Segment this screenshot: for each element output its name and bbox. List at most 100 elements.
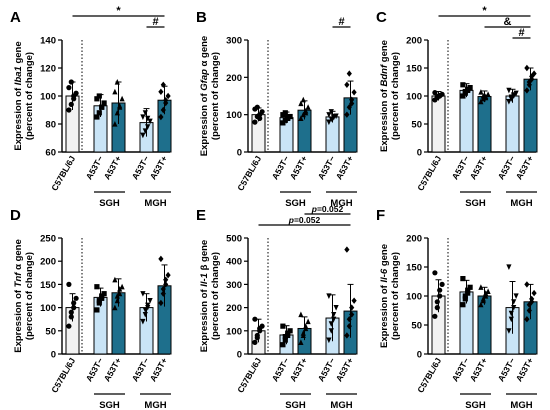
data-point (160, 290, 166, 297)
data-point (140, 132, 146, 139)
panel-letter: B (196, 9, 207, 26)
data-point (252, 339, 258, 345)
bar (431, 95, 446, 153)
y-axis-label-2: (percent of change) (390, 252, 401, 340)
data-point (282, 337, 288, 343)
group-label: SGH (99, 400, 120, 410)
y-axis-label-part: Gfap (199, 69, 210, 91)
significance-label: * (482, 5, 487, 17)
significance-label-value: =0.052 (317, 204, 344, 214)
panel-letter: D (10, 207, 21, 224)
data-point (460, 93, 466, 99)
data-point (478, 301, 484, 308)
data-point (437, 293, 443, 299)
panel-f: F 0 50 100 150 200 Expression of Il-6 gene (per… (376, 207, 538, 410)
data-point (142, 110, 148, 116)
y-axis-label-part: Expression of (379, 86, 390, 151)
data-point (145, 115, 151, 122)
x-tick-label: A53T+ (102, 154, 124, 181)
data-point (66, 107, 72, 113)
data-point (346, 316, 352, 323)
data-point (119, 283, 125, 290)
bar (459, 89, 474, 153)
group-label: MGH (144, 400, 166, 410)
panel-b: B 0 100 200 300 Expression of Gfap α gene (per… (196, 9, 358, 209)
data-point (114, 297, 120, 304)
group-label: MGH (510, 400, 532, 410)
data-point (333, 305, 339, 311)
y-tick-label: 200 (226, 303, 242, 314)
y-axis-label: Expression of Bdnf gene (379, 40, 390, 152)
data-point (66, 323, 72, 329)
y-axis-label-part: Iba1 (13, 66, 24, 85)
data-point (508, 94, 514, 101)
x-tick-label: A53T+ (468, 154, 490, 181)
y-tick-label: 120 (40, 64, 56, 75)
y-tick-label: 300 (226, 280, 242, 291)
data-point (257, 325, 263, 332)
data-point (300, 96, 306, 103)
data-point (508, 316, 514, 323)
data-point (506, 99, 512, 105)
data-point (140, 318, 146, 325)
data-point (460, 302, 466, 308)
data-point (462, 293, 468, 299)
data-point (344, 81, 350, 88)
data-point (346, 104, 352, 111)
data-point (524, 64, 530, 72)
data-point (462, 296, 468, 302)
data-point (112, 88, 118, 95)
data-point (434, 299, 440, 305)
y-tick-label: 150 (406, 263, 422, 274)
y-axis-label-part: β gene (199, 240, 210, 273)
bar (477, 96, 492, 153)
y-tick-label: 200 (406, 36, 422, 47)
data-point (511, 305, 517, 311)
data-point (252, 119, 258, 125)
y-tick-label: 150 (406, 64, 422, 75)
data-point (298, 339, 304, 345)
y-axis-label: Expression of Il-6 gene (379, 244, 390, 348)
data-point (483, 94, 489, 101)
data-point (66, 85, 72, 91)
y-axis-label: Expression of Tnf α gene (13, 239, 24, 353)
x-tick-label: A53T+ (334, 356, 356, 383)
data-point (485, 91, 491, 97)
data-point (300, 111, 306, 118)
y-tick-label: 0 (417, 148, 422, 159)
data-point (158, 255, 164, 263)
data-point (460, 82, 466, 88)
data-point (328, 328, 334, 334)
y-tick-label: 100 (406, 292, 422, 303)
data-point (328, 321, 334, 327)
data-point (305, 318, 311, 325)
data-point (163, 281, 169, 288)
y-axis-label-part: Il-6 (379, 268, 390, 282)
data-point (140, 114, 146, 120)
y-axis-label-2: (percent of change) (24, 52, 35, 140)
y-axis-label-part: gene (379, 244, 390, 269)
x-tick-label: A53T+ (288, 154, 310, 181)
data-point (285, 330, 291, 336)
data-point (73, 295, 79, 301)
data-point (513, 90, 519, 97)
data-point (165, 271, 171, 279)
bar (505, 95, 520, 153)
y-tick-label: 0 (51, 350, 56, 361)
data-point (158, 113, 164, 121)
data-point (94, 96, 100, 102)
panel-a: A 60 80 100 120 140 Expression of Iba1 gene (pe… (10, 5, 172, 209)
x-tick-label: A53T+ (148, 356, 170, 383)
data-point (282, 110, 288, 116)
data-point (344, 332, 350, 339)
data-point (305, 104, 311, 110)
data-point (524, 316, 530, 323)
data-point (165, 92, 171, 100)
panel-letter: C (376, 9, 387, 26)
y-tick-label: 250 (40, 234, 56, 245)
data-point (303, 109, 309, 116)
data-point (68, 101, 74, 107)
data-point (298, 100, 304, 107)
data-point (526, 301, 532, 308)
data-point (508, 310, 514, 317)
